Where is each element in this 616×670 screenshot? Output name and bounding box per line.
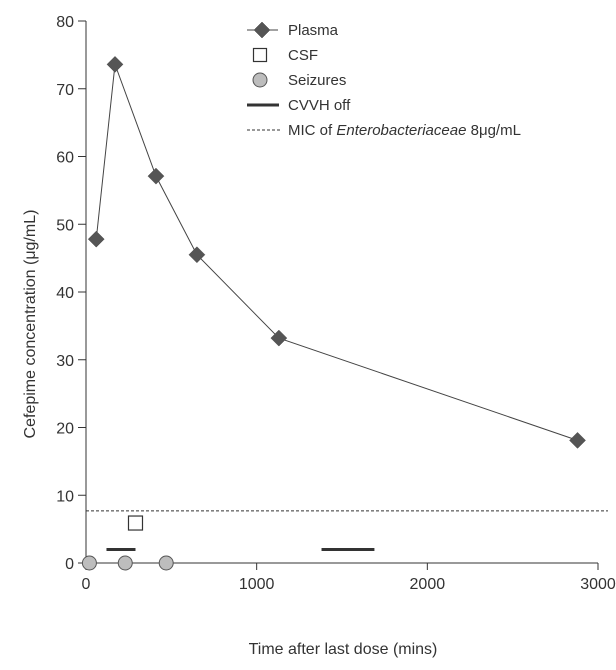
x-tick-label: 3000 — [580, 576, 616, 593]
x-axis-title: Time after last dose (mins) — [249, 641, 438, 658]
plasma-point — [106, 56, 124, 73]
x-tick-label: 0 — [82, 576, 91, 593]
legend-seizures-label: Seizures — [288, 72, 346, 89]
plasma-line — [95, 64, 578, 441]
plasma-point — [87, 230, 105, 248]
csf-point — [127, 515, 144, 531]
plasma-point — [147, 167, 165, 185]
legend-mic-prefix: MIC of — [288, 122, 336, 139]
y-tick-label: 50 — [56, 217, 74, 234]
legend-csf-symbol — [252, 47, 268, 63]
legend: Plasma CSF Seizures CVVH off MIC of Enteroba… — [247, 21, 521, 139]
chart-marks — [81, 56, 608, 571]
y-tick-label: 10 — [56, 488, 74, 505]
seizure-point — [158, 555, 174, 571]
legend-seizures-symbol — [252, 72, 268, 88]
axes: 0 1000 2000 3000 0 10 20 30 40 50 60 70 80 — [56, 14, 616, 593]
legend-csf-label: CSF — [288, 47, 318, 64]
seizure-point — [117, 555, 133, 571]
y-axis-title: Cefepime concentration (μg/mL) — [22, 210, 39, 439]
plasma-point — [569, 432, 586, 449]
x-tick-label: 2000 — [410, 576, 446, 593]
legend-cvvh-label: CVVH off — [288, 97, 351, 114]
legend-plasma-label: Plasma — [288, 22, 339, 39]
y-tick-label: 40 — [56, 285, 74, 302]
legend-plasma-symbol — [253, 21, 271, 39]
y-tick-label: 60 — [56, 150, 74, 167]
y-tick-label: 20 — [56, 421, 74, 438]
seizure-point — [81, 555, 97, 571]
legend-mic-organism: Enterobacteriaceae — [336, 122, 466, 139]
y-tick-label: 30 — [56, 353, 74, 370]
x-tick-label: 1000 — [239, 576, 275, 593]
legend-mic-suffix: 8μg/mL — [466, 122, 521, 139]
y-tick-label: 70 — [56, 82, 74, 99]
y-tick-label: 80 — [56, 14, 74, 31]
y-tick-label: 0 — [65, 556, 74, 573]
plasma-point — [188, 246, 206, 264]
plasma-point — [270, 329, 288, 347]
legend-mic-label: MIC of Enterobacteriaceae 8μg/mL — [288, 122, 521, 139]
